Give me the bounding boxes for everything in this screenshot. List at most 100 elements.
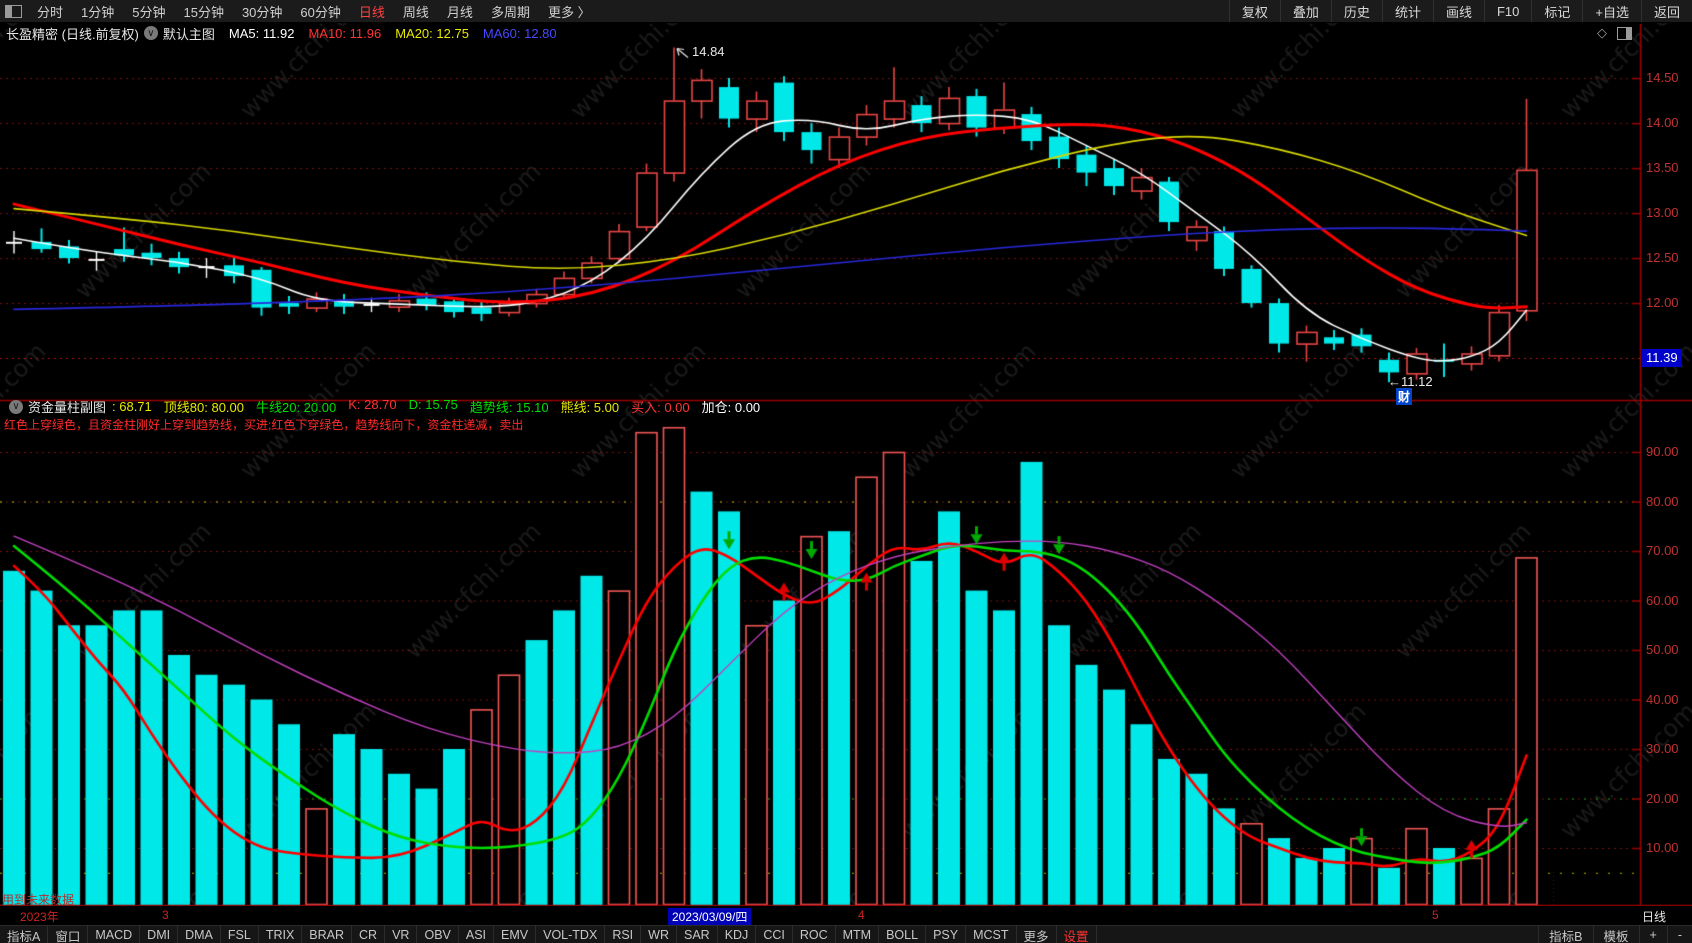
indicator-button-MTM[interactable]: MTM (836, 926, 880, 943)
stock-name: 长盈精密 (日线.前复权) (6, 26, 139, 42)
period-tab-5分钟[interactable]: 5分钟 (132, 4, 166, 20)
ma-values: MA5: 11.92 MA10: 11.96 MA20: 12.75 MA60: 12… (215, 26, 557, 41)
indicator-toolbar: 指标A 窗口 MACD DMI DMA FSL TRIX BRAR CR VR OBV ASI EMV V… (0, 925, 1692, 943)
period-tab-1分钟[interactable]: 1分钟 (81, 4, 115, 20)
period-tab-60分钟[interactable]: 60分钟 (300, 4, 341, 20)
indicator-button-VR[interactable]: VR (385, 926, 418, 943)
sub-indicator-fields: 顶线80: 80.00 牛线20: 20.00 K: 28.70 D: 15.75 趋势… (152, 397, 760, 416)
indicator-button-EMV[interactable]: EMV (494, 926, 537, 943)
topbar-button-复权[interactable]: 复权 (1228, 0, 1280, 22)
indicator-button-TRIX[interactable]: TRIX (259, 926, 303, 943)
toolbar-button--[interactable]: - (1666, 926, 1692, 943)
topbar-button-F10[interactable]: F10 (1483, 0, 1531, 22)
sub-field-label: 趋势线: 15.10 (469, 400, 549, 415)
indicator-button-FSL[interactable]: FSL (221, 926, 259, 943)
indicator-button-WR[interactable]: WR (641, 926, 677, 943)
period-tab-更多 〉[interactable]: 更多 〉 (547, 4, 591, 20)
topbar-button-历史[interactable]: 历史 (1330, 0, 1382, 22)
value-tick-label: 90.00 (1646, 444, 1679, 459)
chevron-down-icon[interactable]: ∨ (143, 26, 158, 40)
date-label: 4 (858, 908, 865, 922)
indicator-button-ASI[interactable]: ASI (459, 926, 495, 943)
ma-value-label: MA5: 11.92 (228, 25, 295, 41)
indicator-button-设置[interactable]: 设置 (1057, 926, 1097, 943)
news-badge[interactable]: 财 (1396, 388, 1413, 405)
price-tick-label: 14.00 (1646, 115, 1679, 131)
value-tick-label: 20.00 (1646, 790, 1679, 806)
sub-field-label: 顶线80: 80.00 (163, 400, 244, 415)
value-tick-label: 70.00 (1646, 543, 1679, 558)
indicator-button-更多[interactable]: 更多 (1017, 926, 1057, 943)
period-tab-多周期[interactable]: 多周期 (490, 4, 530, 20)
period-tab-月线[interactable]: 月线 (446, 4, 473, 20)
value-tick-label: 30.00 (1646, 741, 1679, 756)
sub-field-label: 加仓: 0.00 (701, 400, 761, 415)
topbar-button-叠加[interactable]: 叠加 (1279, 0, 1331, 22)
indicator-button-CR[interactable]: CR (352, 926, 386, 943)
value-tick-label: 40.00 (1646, 691, 1679, 707)
topbar-button-标记[interactable]: 标记 (1531, 0, 1582, 22)
toolbar-button-模板[interactable]: 模板 (1592, 926, 1639, 943)
period-tab-周线[interactable]: 周线 (402, 4, 429, 20)
topbar-button-返回[interactable]: 返回 (1640, 0, 1692, 22)
topbar-button-+自选[interactable]: +自选 (1582, 0, 1641, 22)
ma-value-label: MA10: 11.96 (308, 25, 382, 41)
indicator-button-BOLL[interactable]: BOLL (879, 926, 927, 943)
split-screen-icon[interactable] (1617, 26, 1632, 40)
indicator-button-DMI[interactable]: DMI (140, 926, 179, 943)
indicator-button-ROC[interactable]: ROC (793, 926, 836, 943)
price-tick-label: 13.00 (1646, 205, 1679, 221)
low-price-annotation: ←11.12 (1388, 374, 1433, 389)
indicator-button-MCST[interactable]: MCST (966, 926, 1017, 943)
date-axis: 2023年 3 2023/03/09/四 4 5 日线 (0, 906, 1692, 925)
sub-indicator-header: ∨ 资金量柱副图 : 68.71 顶线80: 80.00 牛线20: 20.00 K… (4, 397, 760, 416)
indicator-button-DMA[interactable]: DMA (178, 926, 221, 943)
indicator-button-CCI[interactable]: CCI (756, 926, 793, 943)
value-tick-label: 80.00 (1646, 493, 1679, 509)
sub-indicator-title[interactable]: 资金量柱副图 (28, 400, 107, 415)
sub-field-label: 买入: 0.00 (631, 400, 690, 415)
sub-field-label: 熊线: 5.00 (560, 400, 620, 415)
indicator-button-指标A[interactable]: 指标A (0, 926, 49, 943)
indicator-button-SAR[interactable]: SAR (677, 926, 718, 943)
indicator-button-PSY[interactable]: PSY (926, 926, 967, 943)
indicator-toolbar-right: 指标B 模板 + - (1538, 926, 1692, 943)
high-price-annotation: 14.84 (692, 44, 725, 59)
toolbar-button-指标B[interactable]: 指标B (1538, 926, 1592, 943)
date-crosshair-label: 2023/03/09/四 (668, 908, 752, 925)
period-menu-items: 分时 1分钟 5分钟 15分钟 30分钟 60分钟 日线 周线 月线 多周期 更多 〉 (28, 2, 600, 21)
ma-value-label: MA60: 12.80 (482, 25, 557, 41)
value-tick-label: 60.00 (1646, 592, 1679, 608)
sub-field-label: K: 28.70 (348, 397, 397, 412)
price-tick-label: 12.00 (1646, 295, 1679, 311)
period-tab-分时[interactable]: 分时 (37, 4, 64, 20)
top-right-buttons: 复权 叠加 历史 统计 画线 F10 标记 +自选 返回 (1228, 0, 1692, 22)
period-tab-15分钟[interactable]: 15分钟 (183, 4, 224, 20)
last-price-badge: 11.39 (1642, 349, 1682, 367)
sub-indicator-value: : 68.71 (112, 399, 152, 414)
future-data-note: 用到未来数据 (2, 893, 75, 907)
toolbar-button-+[interactable]: + (1638, 926, 1667, 943)
value-tick-label: 50.00 (1646, 642, 1679, 657)
period-tab-30分钟[interactable]: 30分钟 (241, 4, 283, 20)
diamond-icon[interactable]: ◇ (1597, 25, 1607, 40)
indicator-button-VOL-TDX[interactable]: VOL-TDX (536, 926, 606, 943)
main-chart-label[interactable]: 默认主图 (162, 26, 215, 42)
ma-value-label: MA20: 12.75 (395, 25, 469, 41)
indicator-button-KDJ[interactable]: KDJ (718, 926, 757, 943)
indicator-button-RSI[interactable]: RSI (605, 926, 642, 943)
price-tick-label: 14.50 (1646, 70, 1679, 86)
topbar-button-画线[interactable]: 画线 (1432, 0, 1484, 22)
stock-info-bar: 长盈精密 (日线.前复权) ∨ 默认主图 MA5: 11.92 MA10: 11.… (0, 22, 1692, 44)
topbar-button-统计[interactable]: 统计 (1381, 0, 1433, 22)
indicator-button-窗口[interactable]: 窗口 (48, 926, 89, 943)
indicator-button-OBV[interactable]: OBV (417, 926, 459, 943)
layout-icon[interactable] (5, 4, 22, 18)
period-tab-日线[interactable]: 日线 (358, 4, 385, 20)
indicator-button-MACD[interactable]: MACD (88, 926, 141, 943)
chevron-down-icon[interactable]: ∨ (9, 399, 23, 414)
indicator-button-BRAR[interactable]: BRAR (302, 926, 353, 943)
date-label: 5 (1432, 908, 1439, 922)
